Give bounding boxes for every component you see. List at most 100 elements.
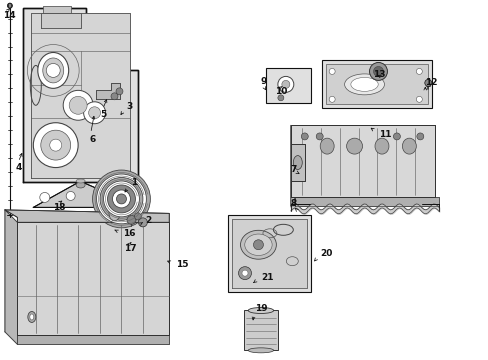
Circle shape (107, 185, 135, 213)
Bar (227, 215, 310, 292)
Ellipse shape (346, 138, 362, 154)
Circle shape (138, 218, 147, 227)
Circle shape (277, 95, 283, 101)
Circle shape (100, 177, 142, 220)
Polygon shape (294, 197, 438, 206)
Circle shape (41, 130, 71, 160)
Text: 3: 3 (126, 102, 132, 111)
Polygon shape (95, 83, 120, 99)
Ellipse shape (402, 138, 415, 154)
Circle shape (33, 123, 78, 167)
Polygon shape (18, 336, 169, 345)
Text: 11: 11 (379, 130, 391, 139)
Text: 6: 6 (89, 135, 96, 144)
Ellipse shape (76, 182, 85, 188)
Ellipse shape (30, 314, 34, 320)
Text: 20: 20 (320, 249, 332, 258)
Circle shape (316, 133, 323, 140)
Text: 8: 8 (290, 199, 297, 208)
Circle shape (63, 90, 93, 120)
Text: 16: 16 (122, 229, 135, 238)
Text: 7: 7 (290, 165, 297, 174)
Ellipse shape (248, 307, 273, 314)
Ellipse shape (374, 138, 388, 154)
Circle shape (393, 133, 400, 140)
Circle shape (281, 80, 289, 88)
Circle shape (253, 240, 263, 250)
Text: 5: 5 (101, 110, 106, 119)
Ellipse shape (350, 77, 377, 91)
Circle shape (66, 192, 75, 201)
Ellipse shape (240, 230, 276, 259)
Ellipse shape (38, 53, 68, 88)
Text: 13: 13 (373, 70, 385, 79)
Polygon shape (5, 210, 169, 222)
Text: 21: 21 (261, 273, 273, 282)
Circle shape (7, 3, 12, 8)
Circle shape (424, 80, 431, 86)
Circle shape (328, 96, 334, 102)
Circle shape (242, 270, 247, 276)
Circle shape (134, 213, 141, 220)
Polygon shape (231, 219, 306, 288)
Ellipse shape (320, 138, 333, 154)
Ellipse shape (8, 3, 11, 8)
Circle shape (328, 68, 334, 75)
Polygon shape (41, 13, 81, 28)
Circle shape (69, 96, 87, 114)
Text: 17: 17 (124, 244, 137, 253)
Text: 1: 1 (131, 178, 138, 187)
Circle shape (416, 133, 423, 140)
Polygon shape (290, 144, 304, 181)
Circle shape (277, 76, 293, 92)
Text: 12: 12 (425, 78, 437, 87)
Circle shape (111, 93, 118, 100)
Circle shape (116, 194, 126, 204)
Text: 2: 2 (145, 216, 151, 225)
Circle shape (40, 193, 50, 202)
Text: 18: 18 (53, 203, 65, 212)
Circle shape (127, 215, 136, 224)
Circle shape (112, 190, 130, 208)
Circle shape (88, 107, 101, 119)
Text: 19: 19 (254, 304, 267, 313)
Polygon shape (290, 125, 294, 206)
Polygon shape (290, 125, 434, 197)
Circle shape (415, 96, 422, 102)
Ellipse shape (76, 179, 85, 183)
Polygon shape (31, 13, 130, 177)
Ellipse shape (109, 206, 120, 221)
Circle shape (369, 62, 386, 80)
Ellipse shape (244, 234, 272, 256)
Circle shape (415, 68, 422, 75)
Circle shape (83, 102, 105, 124)
Text: 14: 14 (3, 11, 16, 20)
Ellipse shape (293, 156, 302, 170)
Ellipse shape (109, 202, 120, 208)
Ellipse shape (344, 74, 384, 95)
Polygon shape (23, 8, 138, 183)
Circle shape (103, 181, 139, 217)
Ellipse shape (248, 348, 273, 353)
Bar (325, 64, 427, 104)
Text: 10: 10 (274, 87, 286, 96)
Circle shape (92, 170, 150, 228)
Circle shape (301, 133, 307, 140)
Polygon shape (43, 6, 71, 13)
Circle shape (373, 67, 383, 76)
Polygon shape (5, 210, 18, 345)
Circle shape (238, 267, 251, 280)
Circle shape (50, 139, 61, 151)
Bar (265, 68, 310, 103)
Polygon shape (18, 222, 169, 336)
Ellipse shape (42, 58, 63, 83)
Polygon shape (33, 183, 98, 207)
Bar (244, 310, 277, 350)
Bar (322, 60, 431, 108)
Text: 15: 15 (176, 260, 188, 269)
Circle shape (46, 63, 60, 77)
Circle shape (116, 88, 122, 95)
Circle shape (96, 174, 146, 224)
Text: 9: 9 (261, 77, 267, 86)
Ellipse shape (28, 311, 36, 323)
